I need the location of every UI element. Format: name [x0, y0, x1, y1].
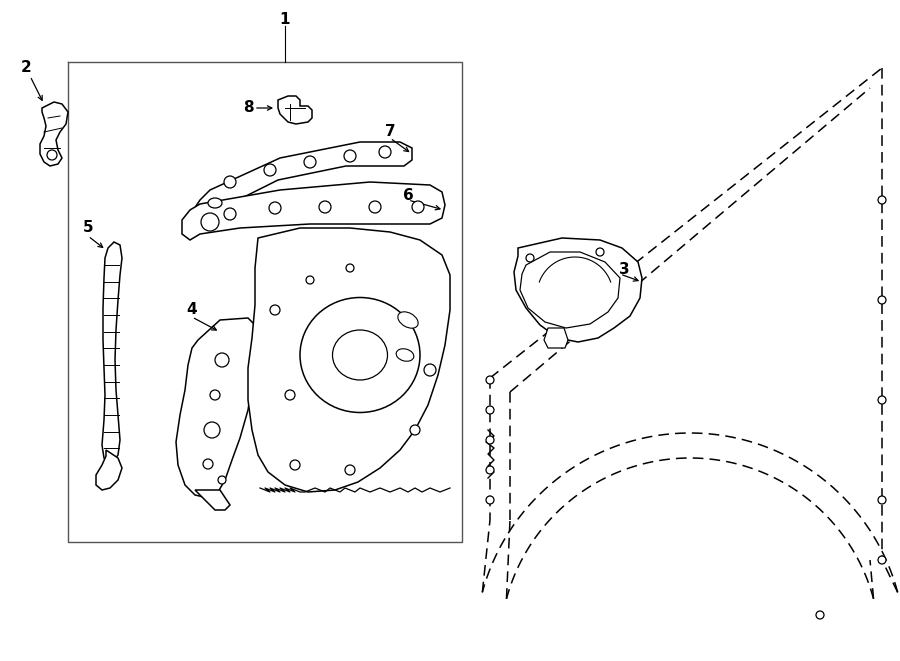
- Text: 7: 7: [384, 124, 395, 139]
- Circle shape: [319, 201, 331, 213]
- Circle shape: [369, 201, 381, 213]
- Circle shape: [224, 176, 236, 188]
- Polygon shape: [520, 252, 620, 328]
- Circle shape: [270, 305, 280, 315]
- Polygon shape: [248, 228, 450, 492]
- Circle shape: [486, 376, 494, 384]
- Circle shape: [344, 150, 356, 162]
- Circle shape: [412, 201, 424, 213]
- Circle shape: [486, 406, 494, 414]
- Circle shape: [878, 396, 886, 404]
- Text: 8: 8: [243, 100, 253, 116]
- Circle shape: [201, 213, 219, 231]
- Circle shape: [410, 425, 420, 435]
- Text: 5: 5: [83, 221, 94, 235]
- Circle shape: [878, 296, 886, 304]
- Text: 3: 3: [618, 262, 629, 278]
- Circle shape: [878, 496, 886, 504]
- Polygon shape: [176, 318, 260, 498]
- Circle shape: [290, 460, 300, 470]
- Circle shape: [203, 459, 213, 469]
- Circle shape: [218, 476, 226, 484]
- Circle shape: [215, 353, 229, 367]
- Ellipse shape: [398, 312, 418, 328]
- Circle shape: [345, 465, 355, 475]
- Circle shape: [210, 390, 220, 400]
- Circle shape: [424, 364, 436, 376]
- Circle shape: [379, 146, 391, 158]
- Circle shape: [285, 390, 295, 400]
- Circle shape: [526, 254, 534, 262]
- Polygon shape: [96, 450, 122, 490]
- Polygon shape: [196, 142, 412, 216]
- Polygon shape: [102, 242, 122, 462]
- Polygon shape: [278, 96, 312, 124]
- Circle shape: [486, 436, 494, 444]
- Circle shape: [596, 248, 604, 256]
- Ellipse shape: [300, 297, 420, 412]
- Polygon shape: [195, 490, 230, 510]
- Circle shape: [486, 496, 494, 504]
- Text: 1: 1: [280, 13, 290, 28]
- Circle shape: [486, 466, 494, 474]
- Circle shape: [306, 276, 314, 284]
- Polygon shape: [544, 328, 568, 348]
- Circle shape: [878, 556, 886, 564]
- Text: 4: 4: [186, 303, 197, 317]
- Circle shape: [816, 611, 824, 619]
- Ellipse shape: [396, 349, 414, 362]
- Text: 6: 6: [402, 188, 413, 204]
- Text: 2: 2: [21, 61, 32, 75]
- Ellipse shape: [208, 198, 222, 208]
- Polygon shape: [514, 238, 642, 342]
- Circle shape: [304, 156, 316, 168]
- Circle shape: [878, 196, 886, 204]
- Circle shape: [224, 208, 236, 220]
- Circle shape: [204, 422, 220, 438]
- Polygon shape: [40, 102, 68, 166]
- Ellipse shape: [332, 330, 388, 380]
- Circle shape: [264, 164, 276, 176]
- Circle shape: [346, 264, 354, 272]
- Polygon shape: [182, 182, 445, 240]
- Circle shape: [47, 150, 57, 160]
- Circle shape: [269, 202, 281, 214]
